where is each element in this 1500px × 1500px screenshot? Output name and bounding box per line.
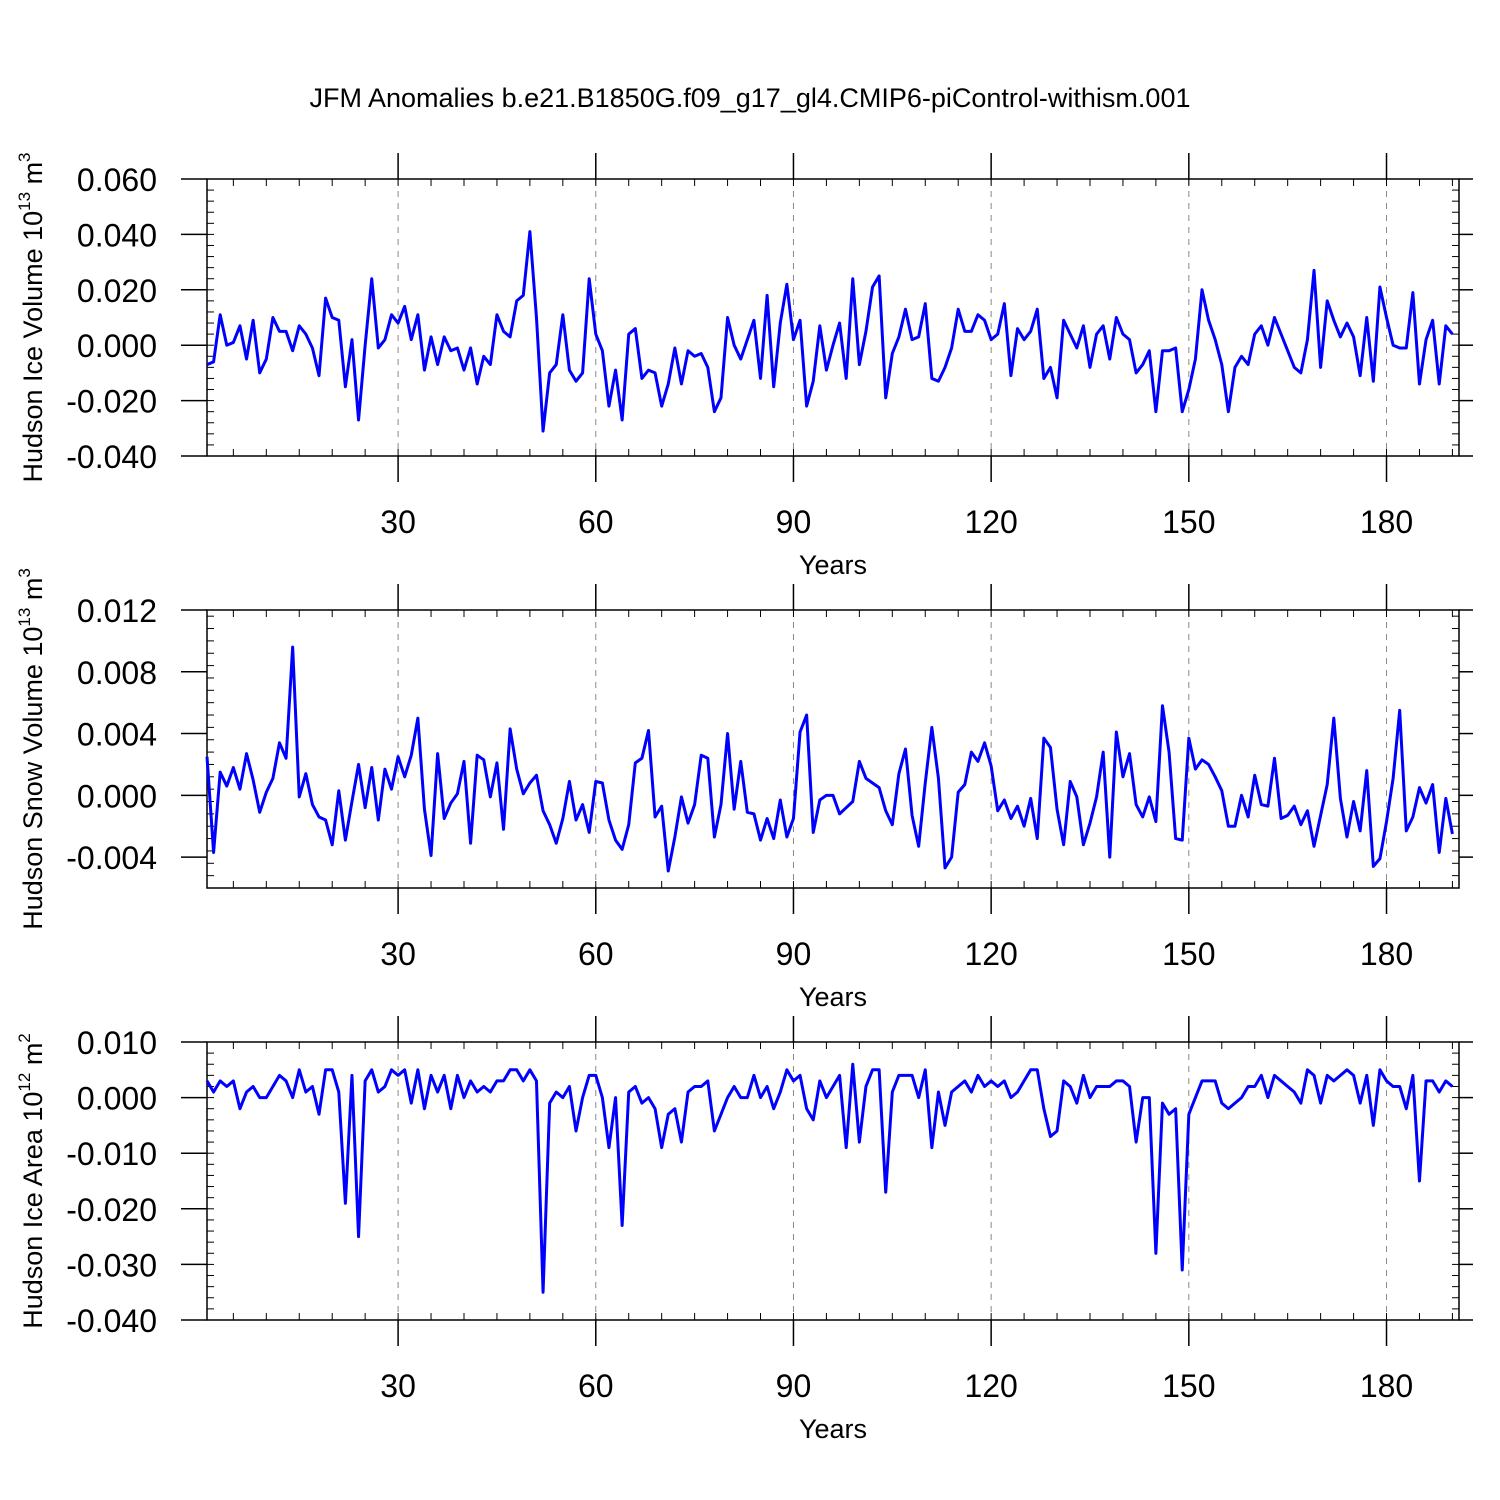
- x-tick-label: 90: [776, 504, 812, 540]
- y-tick-label: 0.000: [77, 778, 157, 814]
- y-tick-label: -0.020: [66, 384, 157, 420]
- y-axis-label: Hudson Snow Volume 1013 m3: [15, 568, 48, 930]
- x-tick-label: 150: [1162, 1368, 1215, 1404]
- x-tick-label: 180: [1360, 504, 1413, 540]
- y-tick-label: 0.000: [77, 328, 157, 364]
- y-axis-unit-exponent: 13: [15, 608, 34, 627]
- y-axis-unit-power: 3: [15, 152, 34, 161]
- x-tick-label: 120: [964, 1368, 1017, 1404]
- series-line: [205, 645, 1454, 873]
- plot-frame: [206, 178, 1460, 457]
- y-tick-label: 0.040: [77, 217, 157, 253]
- y-tick-label: 0.000: [77, 1081, 157, 1117]
- x-tick-label: 120: [964, 504, 1017, 540]
- chart-panel-2: -0.004 0.000 0.004 0.008 0.012 30 60 90 120 150 18…: [15, 568, 1473, 1012]
- y-tick-label: -0.020: [66, 1192, 157, 1228]
- x-tick-label: 120: [964, 936, 1017, 972]
- y-axis-unit-name: m: [18, 1043, 48, 1073]
- x-tick-label: 150: [1162, 504, 1215, 540]
- x-tick-label: 60: [578, 1368, 614, 1404]
- x-tick-label: 30: [380, 504, 416, 540]
- y-axis-unit-power: 2: [15, 1033, 34, 1042]
- y-axis-label-text: Hudson Ice Volume 10: [18, 211, 48, 483]
- y-tick-label: -0.010: [66, 1136, 157, 1172]
- x-axis-label: Years: [799, 982, 867, 1012]
- y-axis-unit-power: 3: [15, 568, 34, 577]
- x-tick-label: 180: [1360, 936, 1413, 972]
- chart-panel-1: -0.040 -0.020 0.000 0.020 0.040 0.060 30 60 90 12…: [15, 152, 1473, 580]
- x-tick-label: 30: [380, 1368, 416, 1404]
- plot-frame: [206, 609, 1460, 889]
- y-axis-unit-exponent: 12: [15, 1073, 34, 1092]
- chart-title: JFM Anomalies b.e21.B1850G.f09_g17_gl4.C…: [310, 83, 1191, 113]
- y-tick-label: 0.004: [77, 717, 157, 753]
- y-tick-label: -0.040: [66, 439, 157, 475]
- series-line: [205, 1062, 1454, 1294]
- y-axis-label-text: Hudson Ice Area 10: [18, 1092, 48, 1329]
- x-tick-label: 30: [380, 936, 416, 972]
- y-tick-label: 0.060: [77, 162, 157, 198]
- y-tick-label: -0.040: [66, 1303, 157, 1339]
- x-axis-label: Years: [799, 1414, 867, 1444]
- y-tick-label: 0.008: [77, 655, 157, 691]
- x-tick-label: 60: [578, 936, 614, 972]
- x-tick-label: 180: [1360, 1368, 1413, 1404]
- y-tick-label: 0.020: [77, 273, 157, 309]
- y-tick-label: -0.030: [66, 1247, 157, 1283]
- y-axis-label: Hudson Ice Volume 1013 m3: [15, 152, 48, 482]
- chart-panel-3: -0.040 -0.030 -0.020 -0.010 0.000 0.010 30 60 90…: [15, 1016, 1473, 1444]
- y-axis-unit-name: m: [18, 162, 48, 192]
- x-tick-label: 90: [776, 1368, 812, 1404]
- y-axis-unit-exponent: 13: [15, 192, 34, 211]
- y-tick-label: -0.004: [66, 840, 157, 876]
- y-axis-unit-name: m: [18, 578, 48, 608]
- x-tick-label: 150: [1162, 936, 1215, 972]
- x-tick-label: 60: [578, 504, 614, 540]
- y-axis-label-text: Hudson Snow Volume 10: [18, 627, 48, 930]
- x-tick-label: 90: [776, 936, 812, 972]
- plot-frame: [206, 1041, 1460, 1321]
- y-tick-label: 0.012: [77, 593, 157, 629]
- series-line: [206, 230, 1454, 433]
- y-tick-label: 0.010: [77, 1025, 157, 1061]
- x-axis-label: Years: [799, 550, 867, 580]
- y-axis-label: Hudson Ice Area 1012 m2: [15, 1033, 48, 1329]
